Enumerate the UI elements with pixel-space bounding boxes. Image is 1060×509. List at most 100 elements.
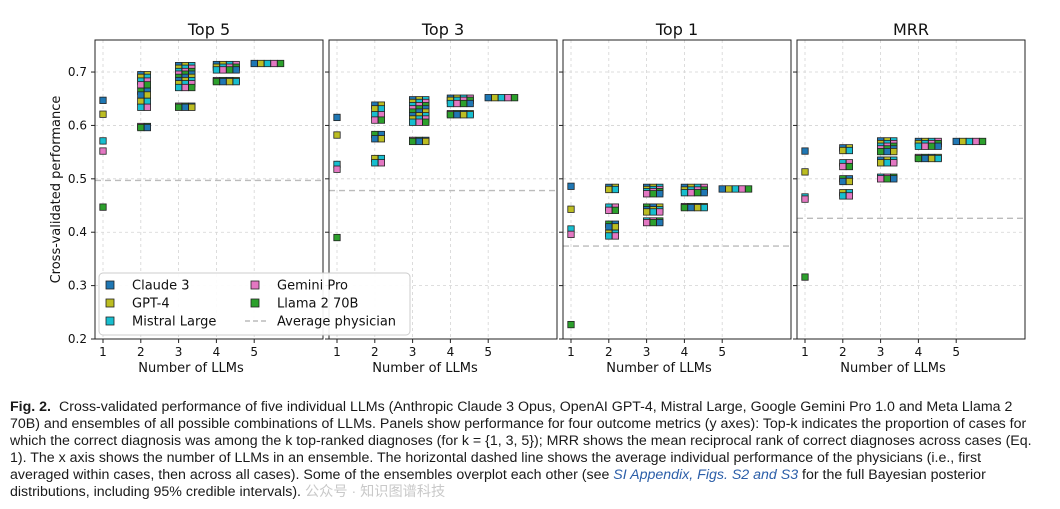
data-point-n3 (656, 208, 664, 216)
x-tick-label: 4 (915, 345, 923, 359)
data-point-n1 (99, 110, 107, 118)
data-point-n4 (934, 154, 942, 163)
x-tick-label: 3 (409, 345, 417, 359)
si-appendix-link[interactable]: SI Appendix, Figs. S2 and S3 (613, 467, 799, 483)
data-point-n5 (276, 59, 285, 68)
data-point-n4 (921, 154, 929, 163)
data-point-n2 (137, 123, 145, 132)
data-point-n3 (422, 118, 430, 126)
x-tick-label: 1 (99, 345, 107, 359)
x-tick-label: 5 (718, 345, 726, 359)
data-point-n2 (377, 159, 386, 167)
x-tick-label: 3 (877, 345, 885, 359)
data-point-n2 (605, 232, 613, 240)
data-point-n4 (225, 66, 234, 74)
data-point-n2 (611, 206, 620, 214)
data-point-n2 (371, 116, 379, 124)
legend-marker-mistral-large (105, 316, 115, 326)
x-tick-label: 2 (605, 345, 613, 359)
legend-marker-llama-2-70b (250, 298, 260, 308)
x-tick-label: 5 (250, 345, 258, 359)
caption-text-1: Cross-validated performance of five indi… (10, 399, 1032, 483)
x-axis-label: Number of LLMs (606, 361, 712, 376)
data-point-n1 (801, 195, 809, 203)
legend-label-llama-2-70b: Llama 2 70B (277, 297, 358, 312)
data-point-n4 (466, 99, 474, 108)
data-point-n3 (188, 83, 196, 92)
data-point-n4 (687, 204, 695, 212)
data-point-n4 (232, 78, 240, 86)
figure: 1 2 3 4 5 0.2 0.3 0.4 0.5 0.6 0.7 Top 5 Number of LL… (49, 20, 1026, 376)
data-point-n3 (643, 219, 651, 227)
legend: Claude 3 GPT-4 Mistral Large Gemini Pro Llam… (98, 272, 411, 336)
data-point-n1 (333, 233, 341, 242)
data-point-n1 (99, 147, 107, 155)
data-point-n4 (680, 189, 689, 197)
x-tick-label: 2 (137, 345, 145, 359)
x-tick-label: 1 (801, 345, 809, 359)
plot-frame (562, 39, 792, 340)
data-point-n2 (839, 146, 847, 155)
data-point-n2 (845, 177, 854, 186)
data-point-n1 (99, 137, 107, 145)
x-tick-label: 4 (681, 345, 689, 359)
data-point-n5 (738, 185, 746, 193)
data-point-n5 (510, 94, 519, 102)
data-point-n4 (694, 189, 702, 197)
legend-label-gpt-4: GPT-4 (132, 297, 170, 312)
data-point-n5 (952, 137, 960, 146)
data-point-n3 (181, 103, 189, 111)
data-point-n3 (415, 137, 423, 146)
x-tick-label: 4 (213, 345, 221, 359)
data-point-n3 (415, 118, 423, 126)
legend-marker-claude-3 (105, 280, 115, 290)
x-axis-label: Number of LLMs (138, 361, 244, 376)
figure-caption: Fig. 2. Cross-validated performance of fi… (10, 399, 1040, 501)
data-point-n4 (212, 78, 220, 86)
data-point-n1 (801, 147, 809, 155)
data-point-n3 (643, 190, 651, 198)
data-point-n2 (845, 162, 854, 171)
panel-top-3: 1 2 3 4 5 Top 3 Number of LLMs (325, 20, 558, 376)
data-point-n2 (377, 105, 386, 113)
x-axis-label: Number of LLMs (372, 361, 478, 376)
data-point-n3 (883, 147, 891, 156)
y-tick-label: 0.2 (68, 332, 87, 346)
data-point-n4 (225, 78, 234, 86)
caption-text-2: for the full Bayesian posterior distribu… (10, 467, 986, 500)
y-tick-label: 0.7 (68, 65, 87, 79)
x-tick-label: 4 (447, 345, 455, 359)
data-point-n3 (656, 219, 664, 227)
data-point-n4 (914, 142, 923, 150)
data-point-n5 (745, 185, 753, 193)
data-point-n3 (890, 175, 898, 183)
data-point-n3 (649, 190, 657, 198)
data-point-n3 (877, 147, 885, 156)
plot-frame (328, 39, 558, 340)
data-point-n3 (422, 137, 430, 146)
panel-title: MRR (893, 20, 929, 39)
data-point-n3 (643, 208, 651, 216)
data-point-n2 (605, 206, 613, 214)
data-point-n3 (174, 83, 183, 92)
data-point-n5 (257, 59, 265, 68)
data-point-n2 (143, 81, 151, 89)
data-point-n5 (725, 185, 733, 193)
data-point-n4 (453, 99, 461, 108)
data-point-n2 (611, 223, 620, 231)
plot-frame (796, 39, 1026, 340)
data-point-n4 (700, 189, 708, 197)
data-point-n4 (219, 66, 227, 74)
data-point-n4 (219, 78, 227, 86)
figure-label: Fig. 2. (10, 399, 51, 415)
legend-label-average-physician: Average physician (277, 315, 396, 330)
data-point-n4 (446, 111, 455, 119)
plot-frame (94, 39, 324, 340)
data-point-n1 (801, 168, 809, 176)
data-point-n5 (491, 94, 499, 102)
chart-area: 1 2 3 4 5 0.2 0.3 0.4 0.5 0.6 0.7 Top 5 Number of LL… (49, 20, 1026, 376)
data-point-n3 (649, 219, 657, 227)
data-point-n2 (137, 103, 145, 111)
data-point-n4 (212, 66, 220, 74)
data-point-n4 (928, 154, 936, 163)
